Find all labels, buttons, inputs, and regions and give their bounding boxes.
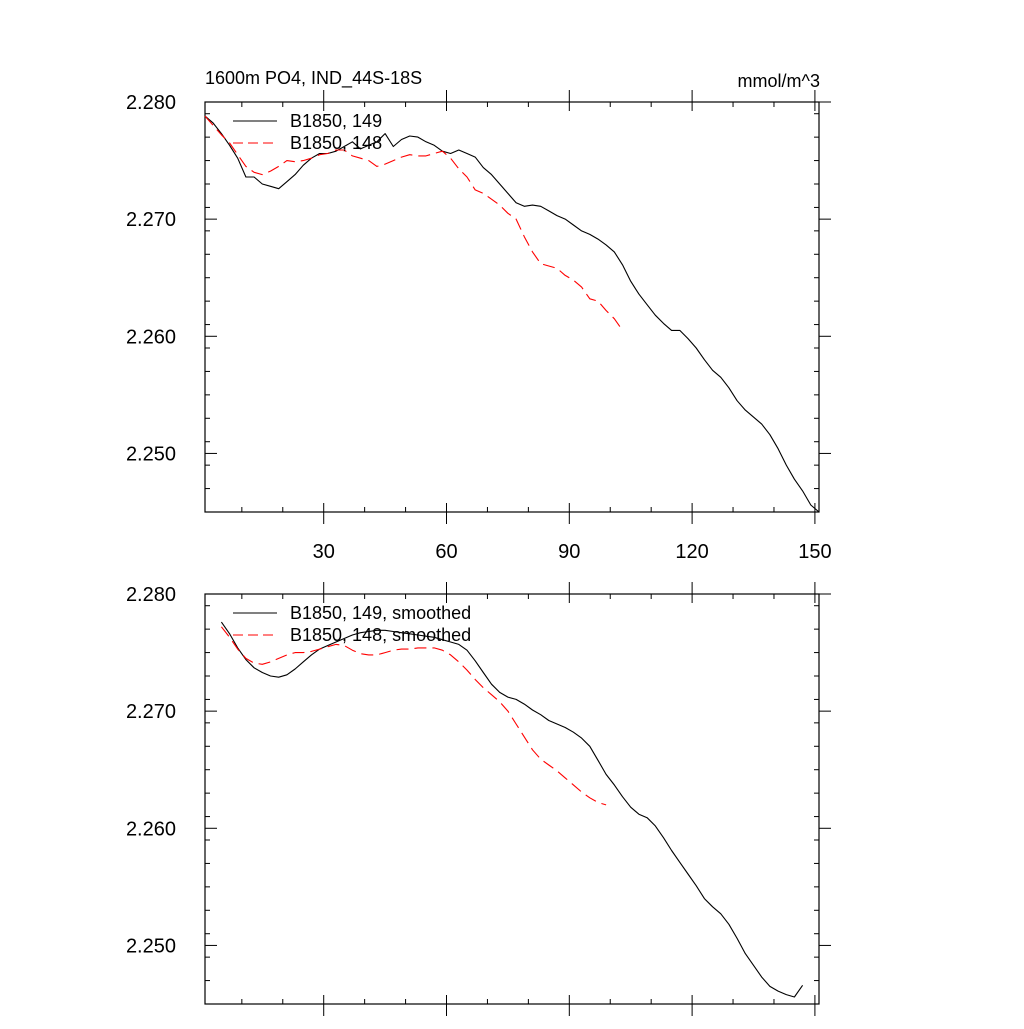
axis-ticks: 2.280 2.270 2.260 2.250: [126, 582, 831, 1016]
legend-entry-1: B1850, 148: [290, 133, 382, 153]
axis-ticks: 30 60 90 120 150 2.280 2.270 2.260 2.250: [126, 90, 832, 563]
x-tick-label: 60: [435, 541, 457, 563]
series-line-1: [220, 626, 607, 806]
series-group: [204, 115, 820, 513]
x-tick-label: 120: [675, 541, 708, 563]
y-tick-label: 2.270: [126, 209, 176, 231]
series-line-1: [204, 115, 623, 331]
top-panel: 1600m PO4, IND_44S-18S mmol/m^3 30 60 90 12…: [126, 68, 832, 563]
y-tick-label: 2.270: [126, 701, 176, 723]
series-group: [220, 621, 804, 998]
y-tick-label: 2.260: [126, 326, 176, 348]
legend-entry-0: B1850, 149: [290, 111, 382, 131]
y-tick-label: 2.280: [126, 584, 176, 606]
series-line-0: [220, 621, 804, 998]
plot-frame: [204, 593, 820, 1005]
x-tick-label: 90: [558, 541, 580, 563]
legend: B1850, 149 B1850, 148: [233, 111, 382, 153]
bottom-panel: 2.280 2.270 2.260 2.250 B1850, 149, smoothe…: [126, 582, 831, 1016]
y-tick-label: 2.280: [126, 92, 176, 114]
y-tick-label: 2.250: [126, 443, 176, 465]
legend-entry-1: B1850, 148, smoothed: [290, 625, 471, 645]
chart-title: 1600m PO4, IND_44S-18S: [205, 68, 422, 89]
legend: B1850, 149, smoothed B1850, 148, smoothe…: [233, 603, 471, 645]
series-line-0: [204, 115, 820, 513]
x-tick-label: 30: [313, 541, 335, 563]
units-label: mmol/m^3: [738, 71, 820, 91]
plot-frame: [204, 101, 820, 513]
x-tick-label: 150: [798, 541, 831, 563]
legend-entry-0: B1850, 149, smoothed: [290, 603, 471, 623]
y-tick-label: 2.250: [126, 935, 176, 957]
y-tick-label: 2.260: [126, 818, 176, 840]
